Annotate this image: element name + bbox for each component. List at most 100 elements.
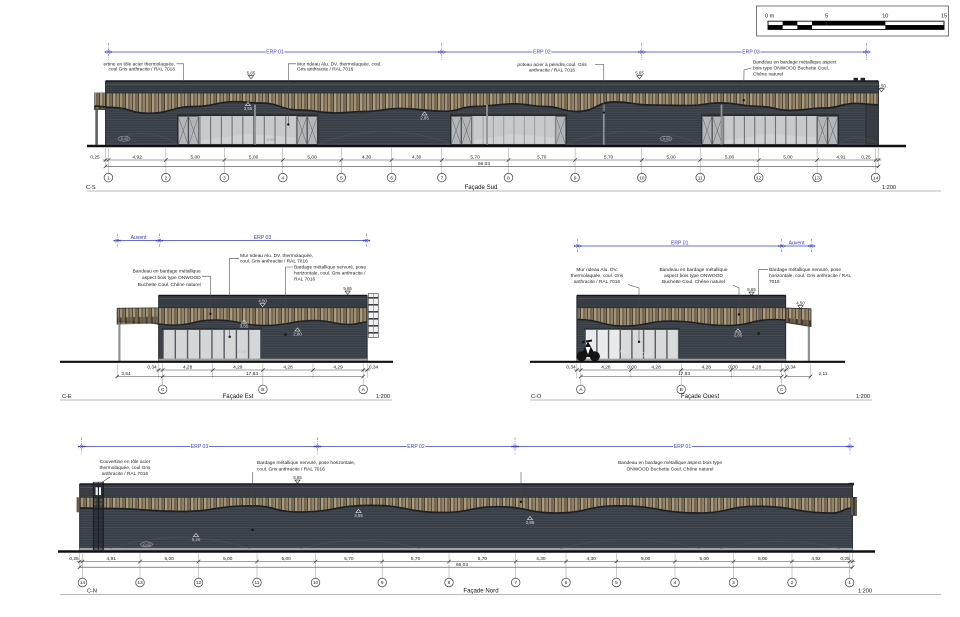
svg-text:ertine en tôle acier thermolaq: ertine en tôle acier thermolaquée, (104, 62, 175, 68)
svg-text:aspect bois type ONWOOD: aspect bois type ONWOOD (664, 273, 723, 279)
svg-text:5,00: 5,00 (249, 154, 259, 160)
svg-text:Bardage métallique nervuré, po: Bardage métallique nervuré, pose horizon… (257, 460, 355, 466)
svg-text:4,92: 4,92 (811, 556, 821, 562)
svg-text:Bandeau en bardage métallique: Bandeau en bardage métallique aspect (753, 60, 837, 66)
svg-text:ERP 01: ERP 01 (266, 50, 284, 56)
svg-text:4,28: 4,28 (183, 364, 193, 370)
svg-text:4,91: 4,91 (836, 154, 846, 160)
svg-text:3,55: 3,55 (244, 106, 253, 111)
svg-text:1:200: 1:200 (882, 185, 896, 191)
svg-text:5,00: 5,00 (666, 154, 676, 160)
svg-text:3: 3 (223, 175, 226, 181)
svg-text:Bardage métallique nervuré, po: Bardage métallique nervuré, pose (769, 267, 841, 273)
svg-text:1: 1 (848, 580, 851, 586)
svg-text:9: 9 (574, 175, 577, 181)
svg-text:2: 2 (165, 175, 168, 181)
svg-text:A: A (579, 387, 583, 393)
svg-text:A: A (362, 387, 366, 393)
svg-text:aspect bois type ONWOOD: aspect bois type ONWOOD (142, 275, 201, 281)
svg-text:anthracite / RAL 7016: anthracite / RAL 7016 (529, 68, 576, 74)
svg-text:Façade Nord: Façade Nord (463, 588, 498, 595)
svg-text:7: 7 (440, 175, 443, 181)
svg-text:7016: 7016 (769, 279, 780, 285)
svg-text:4,29: 4,29 (333, 364, 343, 370)
svg-text:2,11: 2,11 (819, 371, 828, 377)
svg-text:Bandeau en bardage métallique: Bandeau en bardage métallique (659, 267, 727, 273)
svg-text:2,85: 2,85 (526, 520, 535, 525)
svg-text:6: 6 (390, 175, 393, 181)
svg-text:ERP 03: ERP 03 (742, 50, 760, 56)
svg-text:66,03: 66,03 (456, 562, 468, 568)
svg-text:5,65: 5,65 (635, 71, 644, 76)
svg-text:Chêne naturel: Chêne naturel (753, 72, 783, 78)
svg-text:2,80: 2,80 (293, 332, 302, 337)
svg-text:2,85: 2,85 (420, 116, 429, 121)
svg-text:5,00: 5,00 (223, 556, 233, 562)
svg-text:10: 10 (639, 175, 645, 181)
svg-text:0,25: 0,25 (861, 154, 871, 160)
svg-text:10: 10 (313, 580, 319, 586)
svg-text:Bandeau en bardage métallique: Bandeau en bardage métallique (133, 268, 201, 274)
svg-text:0,00: 0,00 (267, 137, 275, 142)
svg-text:Auvent: Auvent (131, 235, 147, 241)
svg-text:8: 8 (448, 580, 451, 586)
svg-text:15: 15 (941, 14, 947, 20)
svg-text:4: 4 (674, 580, 677, 586)
svg-text:4,91: 4,91 (107, 556, 117, 562)
svg-text:5,65: 5,65 (247, 71, 256, 76)
svg-text:1:200: 1:200 (856, 394, 870, 400)
svg-text:RAL 7016: RAL 7016 (294, 277, 315, 283)
svg-text:coul Gris anthracite / RAL 701: coul Gris anthracite / RAL 7016 (109, 67, 176, 73)
svg-text:horizontale, coul. Gris anthra: horizontale, coul. Gris anthracite / (294, 271, 366, 277)
svg-text:C-N: C-N (87, 589, 97, 595)
svg-text:ERP 01: ERP 01 (674, 444, 692, 450)
svg-text:5: 5 (615, 580, 618, 586)
svg-text:17,83: 17,83 (678, 371, 690, 377)
svg-text:anthracite / RAL 7016: anthracite / RAL 7016 (102, 471, 149, 477)
svg-text:ONWOOD Buchette Coul. Chêne na: ONWOOD Buchette Coul. Chêne naturel (627, 467, 714, 473)
svg-text:4,28: 4,28 (651, 364, 661, 370)
svg-text:17,83: 17,83 (246, 371, 258, 377)
svg-text:5,65: 5,65 (293, 475, 302, 480)
svg-text:5,00: 5,00 (641, 556, 651, 562)
svg-text:5,65: 5,65 (747, 287, 756, 292)
svg-text:Buchette Coul. Chêne naturel: Buchette Coul. Chêne naturel (662, 279, 725, 285)
svg-text:Buchette Coul. Chêne naturel: Buchette Coul. Chêne naturel (138, 282, 201, 288)
svg-text:thermolaquée, coul Gris: thermolaquée, coul Gris (100, 465, 152, 471)
svg-text:0,34: 0,34 (566, 364, 576, 370)
svg-text:0,34: 0,34 (147, 364, 157, 370)
svg-text:4,28: 4,28 (283, 364, 293, 370)
svg-text:C-E: C-E (62, 394, 72, 400)
svg-text:ERP 02: ERP 02 (407, 444, 425, 450)
svg-text:5,00: 5,00 (700, 556, 710, 562)
svg-text:thermolaquée, coul. Gris: thermolaquée, coul. Gris (571, 273, 624, 279)
svg-text:5,00: 5,00 (165, 556, 175, 562)
svg-text:5: 5 (825, 14, 828, 20)
svg-text:8: 8 (507, 175, 510, 181)
svg-text:Bandeau en bardage métallique: Bandeau en bardage métallique aspect boi… (618, 460, 722, 466)
svg-text:4,50: 4,50 (877, 84, 886, 89)
svg-text:5: 5 (340, 175, 343, 181)
svg-text:5,70: 5,70 (537, 154, 547, 160)
svg-text:11: 11 (255, 580, 260, 586)
svg-text:12: 12 (756, 175, 762, 181)
svg-text:5,00: 5,00 (758, 556, 768, 562)
svg-text:coul. Gris anthracite / RAL 70: coul. Gris anthracite / RAL 7016 (257, 467, 325, 473)
svg-text:anthracite / RAL 7016: anthracite / RAL 7016 (574, 279, 621, 285)
svg-text:13: 13 (137, 580, 143, 586)
svg-text:5,00: 5,00 (191, 154, 201, 160)
svg-text:1: 1 (107, 175, 110, 181)
svg-text:ERP 03: ERP 03 (191, 444, 209, 450)
svg-text:2,35: 2,35 (238, 349, 246, 354)
svg-text:coul. Gris anthracite / RAL 70: coul. Gris anthracite / RAL 7016 (240, 259, 308, 265)
svg-text:Façade Est: Façade Est (223, 393, 254, 400)
svg-text:4,30: 4,30 (536, 556, 546, 562)
svg-text:5,70: 5,70 (478, 556, 488, 562)
svg-text:5,70: 5,70 (604, 154, 614, 160)
svg-text:Couvertine en tôle acier: Couvertine en tôle acier (100, 459, 151, 465)
svg-text:Auvent: Auvent (789, 240, 805, 246)
svg-text:3,55: 3,55 (240, 324, 249, 329)
svg-text:Mur rideau Alu. DV. thermolaqu: Mur rideau Alu. DV. thermolaquée, coul. (297, 62, 382, 68)
svg-text:5,70: 5,70 (470, 154, 480, 160)
svg-text:C-O: C-O (531, 394, 542, 400)
